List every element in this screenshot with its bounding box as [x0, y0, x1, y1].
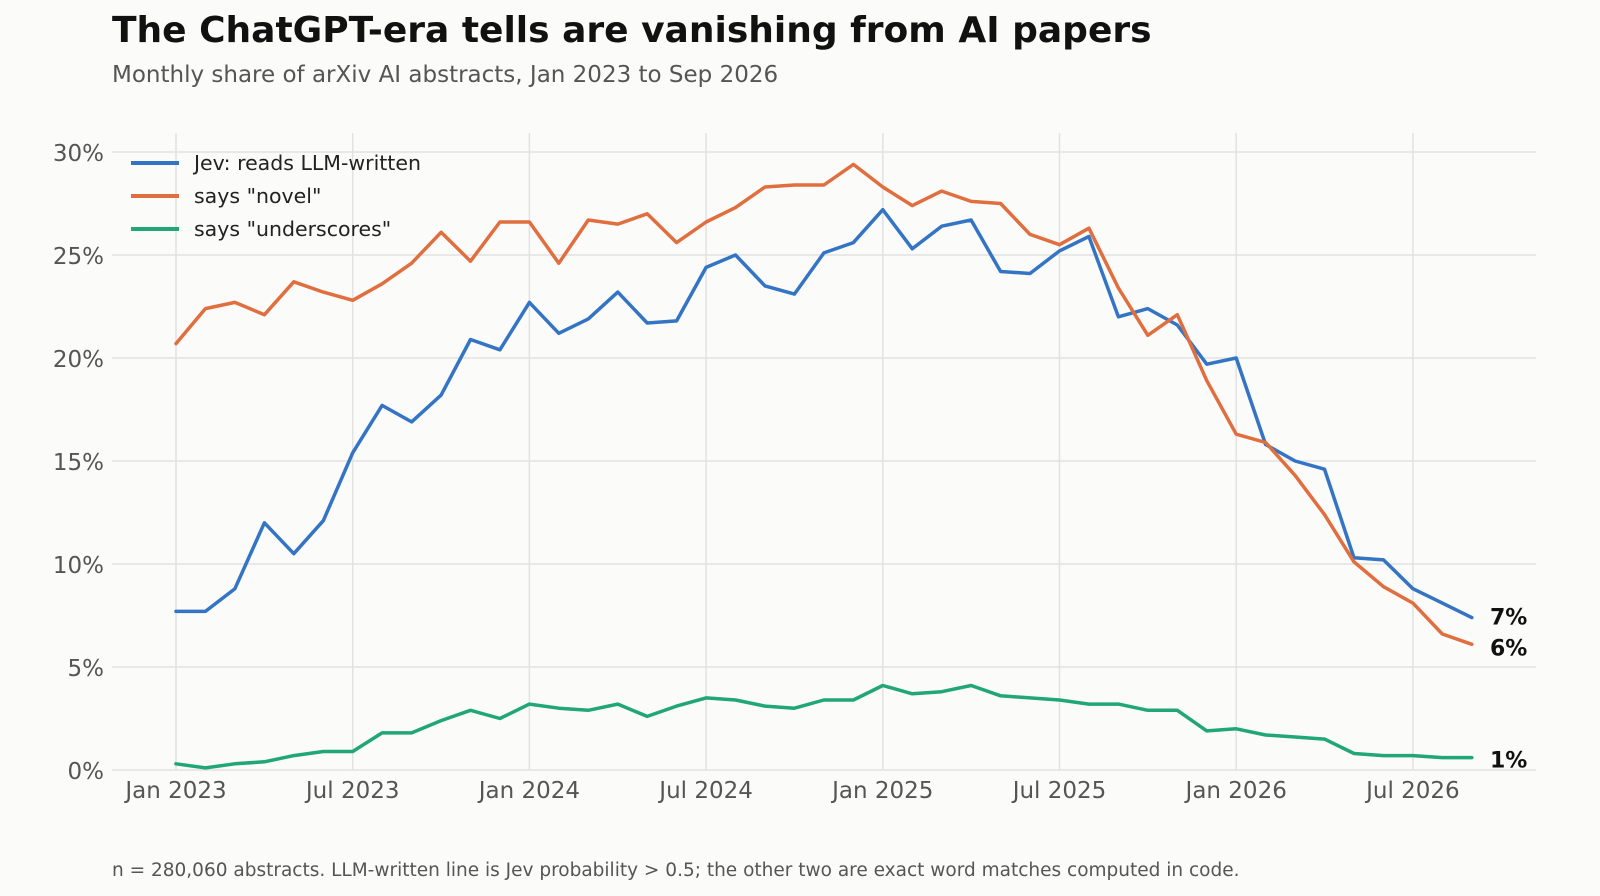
y-tick-label: 0% — [68, 759, 105, 785]
x-axis-ticks: Jan 2023 Jul 2023 Jan 2024 Jul 2024 Jan 2025… — [123, 778, 1459, 804]
y-tick-label: 15% — [53, 450, 104, 476]
series-line — [174, 207, 1474, 620]
y-tick-label: 20% — [53, 347, 104, 373]
series-line — [174, 683, 1474, 770]
y-tick-label: 25% — [53, 244, 104, 270]
end-value-label: 7% — [1490, 606, 1527, 631]
x-tick-label: Jul 2025 — [1011, 778, 1107, 804]
x-tick-label: Jan 2025 — [830, 778, 933, 804]
chart-subtitle: Monthly share of arXiv AI abstracts, Jan… — [112, 62, 779, 88]
x-tick-label: Jul 2023 — [304, 778, 400, 804]
x-tick-label: Jul 2024 — [657, 778, 753, 804]
x-tick-label: Jul 2026 — [1364, 778, 1460, 804]
x-tick-label: Jan 2024 — [477, 778, 580, 804]
legend: Jev: reads LLM-written says "novel" says "… — [131, 151, 421, 241]
footnote: n = 280,060 abstracts. LLM-written line … — [112, 860, 1240, 881]
series-lines — [174, 162, 1474, 770]
y-tick-label: 5% — [68, 656, 105, 682]
legend-label: Jev: reads LLM-written — [192, 151, 421, 175]
end-value-label: 1% — [1490, 749, 1527, 774]
end-labels: 7% 6% 1% — [1490, 606, 1527, 774]
line-chart: 0%5%10%15%20%25%30% Jan 2023 Jul 2023 Jan … — [53, 133, 1536, 804]
x-tick-label: Jan 2023 — [123, 778, 226, 804]
legend-label: says "underscores" — [194, 217, 391, 241]
chart-title: The ChatGPT-era tells are vanishing from… — [112, 10, 1152, 51]
y-tick-label: 10% — [53, 553, 104, 579]
x-tick-label: Jan 2026 — [1184, 778, 1287, 804]
end-value-label: 6% — [1490, 636, 1527, 661]
series-line — [174, 162, 1474, 647]
y-axis-ticks: 0% 5% 10% 15% 20% 25% 30% — [53, 141, 104, 785]
legend-label: says "novel" — [194, 184, 321, 208]
y-tick-label: 30% — [53, 141, 104, 167]
